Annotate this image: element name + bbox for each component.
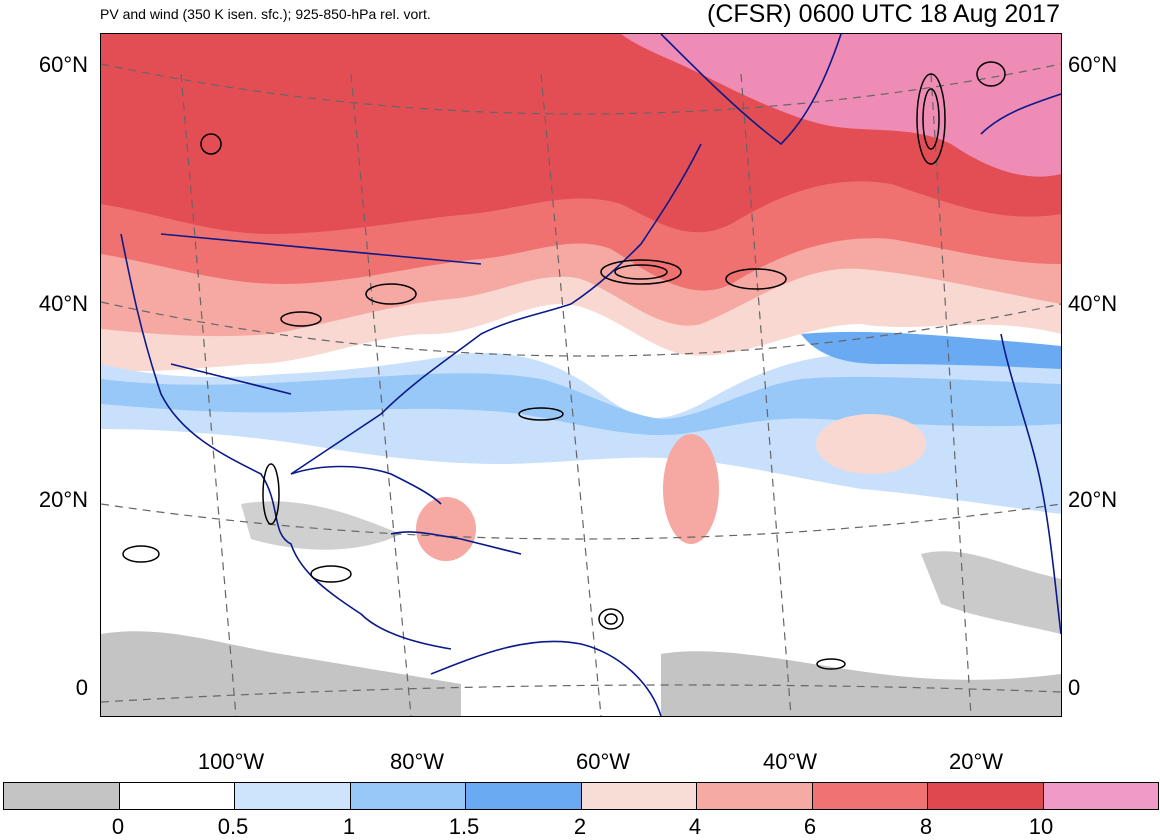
vorticity-contours — [122, 61, 1006, 670]
colorbar-label-6: 6 — [803, 814, 817, 839]
lon-label-60w: 60°W — [575, 749, 631, 774]
vort-contour-2 — [614, 264, 668, 280]
grid-lon-20w — [930, 73, 972, 716]
lat-label-left-60: 60°N — [38, 52, 88, 77]
colorbar-cell-6 — [697, 783, 813, 809]
vort-contour-11 — [365, 283, 417, 305]
pv-low-gray-1 — [101, 631, 461, 716]
lon-label-80w: 80°W — [389, 749, 445, 774]
coast-us-east — [290, 303, 572, 475]
colorbar-cell-3 — [350, 783, 466, 809]
coast-africa — [1000, 333, 1061, 635]
colorbar-label-8: 8 — [919, 814, 933, 839]
lat-label-right-0: 0 — [1068, 675, 1081, 700]
colorbar — [3, 782, 1159, 810]
vort-contour-14 — [310, 565, 352, 583]
border-us-canada — [160, 233, 482, 265]
vort-contour-1 — [600, 259, 682, 285]
vort-contour-5 — [725, 268, 787, 290]
vort-contour-13 — [816, 658, 846, 670]
title-left: PV and wind (350 K isen. sfc.); 925-850-… — [100, 6, 431, 22]
vort-contour-8 — [604, 613, 618, 625]
grid-lat-40 — [101, 301, 1061, 357]
border-us-mexico — [170, 363, 292, 395]
vort-contour-9 — [122, 545, 160, 563]
coast-europe — [980, 93, 1061, 135]
colorbar-label-1: 1 — [342, 814, 356, 839]
lat-label-left-0: 0 — [75, 675, 88, 700]
vort-contour-6 — [280, 311, 322, 327]
colorbar-label-0-5: 0.5 — [217, 814, 249, 839]
lon-label-100w: 100°W — [197, 749, 265, 774]
coastlines — [120, 34, 1061, 716]
vort-contour-16 — [200, 133, 222, 155]
grid-lat-60 — [101, 63, 1061, 115]
vort-contour-15 — [976, 61, 1006, 87]
colorbar-cell-9 — [1043, 783, 1158, 809]
title-right: (CFSR) 0600 UTC 18 Aug 2017 — [707, 0, 1060, 28]
pv-low-gray-4 — [241, 501, 401, 550]
map-field-svg — [101, 34, 1061, 716]
lon-label-20w: 20°W — [948, 749, 1004, 774]
vort-contour-7 — [598, 608, 624, 630]
lat-label-right-60: 60°N — [1068, 52, 1118, 77]
lat-label-left-20: 20°N — [38, 487, 88, 512]
colorbar-cell-5 — [581, 783, 697, 809]
grid-lat-0 — [101, 684, 1061, 703]
grid-lines — [101, 63, 1061, 716]
vort-contour-3 — [916, 73, 946, 165]
colorbar-label-0: 0 — [111, 814, 125, 839]
colorbar-cell-7 — [812, 783, 928, 809]
coast-south-america — [430, 640, 662, 716]
lon-label-40w: 40°W — [762, 749, 818, 774]
coast-canada-east — [570, 143, 702, 305]
grid-lon-80w — [350, 73, 412, 716]
vort-contour-10 — [262, 463, 280, 525]
coast-north-america — [120, 233, 452, 650]
colorbar-cell-2 — [235, 783, 351, 809]
lat-label-right-20: 20°N — [1068, 487, 1118, 512]
coast-greenland — [660, 34, 842, 146]
pv-region-magenta — [621, 34, 1061, 177]
colorbar-label-10: 10 — [1028, 814, 1054, 839]
colorbar-label-4: 4 — [688, 814, 702, 839]
colorbar-cell-8 — [928, 783, 1044, 809]
grid-lat-20 — [101, 503, 1061, 540]
pv-low-gray-3 — [921, 551, 1061, 634]
lat-label-left-40: 40°N — [38, 291, 88, 316]
colorbar-cell-0 — [4, 783, 120, 809]
pv-blob-subtropical-2 — [816, 414, 926, 474]
map-panel — [100, 33, 1062, 717]
pv-band-blue-mid — [101, 373, 1061, 435]
coast-gulf — [290, 465, 442, 505]
coast-caribbean — [390, 531, 522, 555]
lat-label-right-40: 40°N — [1068, 291, 1118, 316]
grid-lon-100w — [180, 73, 237, 716]
vort-contour-12 — [518, 407, 564, 421]
colorbar-label-2: 2 — [573, 814, 587, 839]
grid-lon-60w — [540, 73, 602, 716]
vort-contour-4 — [922, 88, 940, 150]
pv-low-gray-2 — [661, 651, 1061, 716]
grid-lon-40w — [740, 73, 792, 716]
colorbar-cell-4 — [466, 783, 582, 809]
pv-blob-caribbean — [416, 497, 476, 561]
pv-blob-subtropical-1 — [663, 434, 719, 544]
pv-band-blue-dark — [801, 331, 1061, 369]
colorbar-label-1-5: 1.5 — [448, 814, 480, 839]
colorbar-cell-1 — [119, 783, 235, 809]
